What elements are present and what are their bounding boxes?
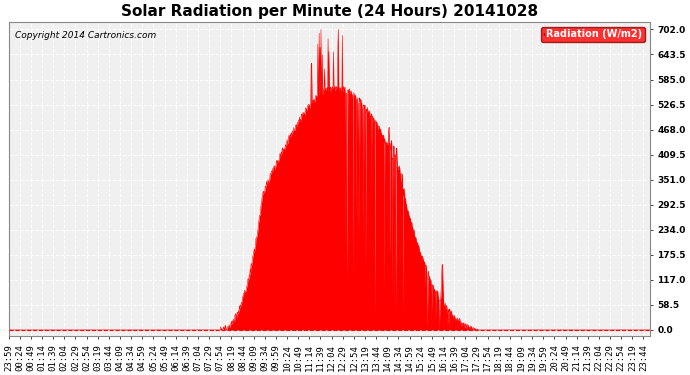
Title: Solar Radiation per Minute (24 Hours) 20141028: Solar Radiation per Minute (24 Hours) 20… <box>121 4 538 19</box>
Text: Copyright 2014 Cartronics.com: Copyright 2014 Cartronics.com <box>15 31 157 40</box>
Legend: Radiation (W/m2): Radiation (W/m2) <box>541 27 645 42</box>
